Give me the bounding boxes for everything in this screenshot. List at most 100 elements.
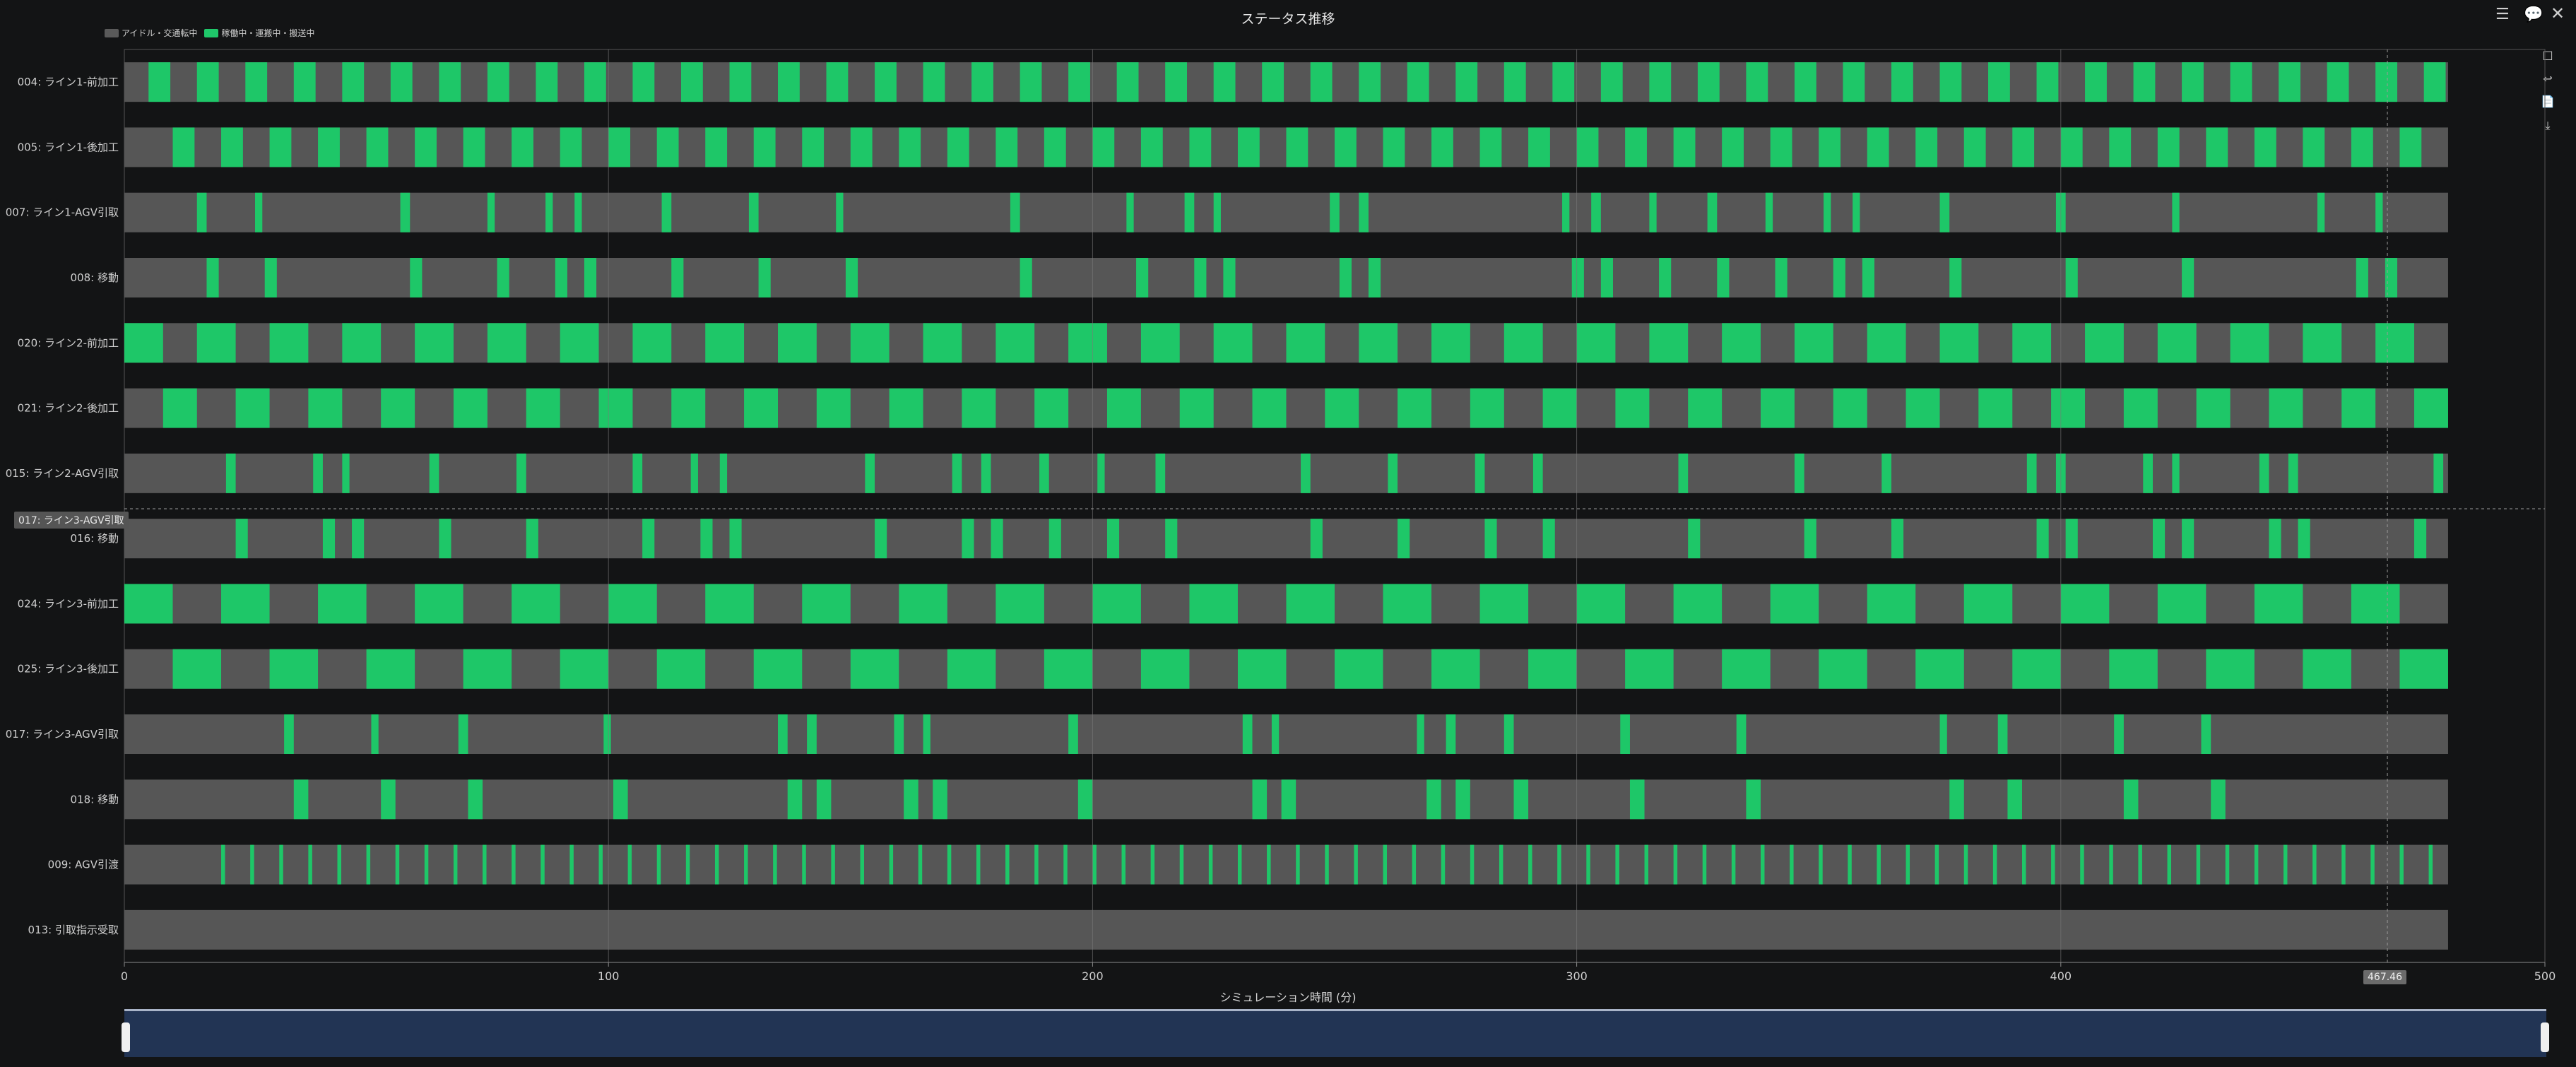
x-tick-label: 100 <box>598 969 620 983</box>
active-segment <box>2021 844 2026 885</box>
active-segment <box>1296 844 1300 885</box>
active-segment <box>1600 258 1613 297</box>
active-segment <box>342 453 350 493</box>
active-segment <box>1189 584 1238 624</box>
legend-label-active: 稼働中・運搬中・搬送中 <box>221 28 315 38</box>
active-segment <box>1906 388 1940 428</box>
active-segment <box>1388 453 1398 493</box>
slider-handle-right[interactable] <box>2541 1022 2549 1052</box>
active-segment <box>1760 844 1765 885</box>
idle-bar <box>124 844 2448 885</box>
active-segment <box>1092 127 1115 167</box>
active-segment <box>995 127 1018 167</box>
active-segment <box>429 453 439 493</box>
active-segment <box>308 844 312 885</box>
active-segment <box>196 192 207 232</box>
active-segment <box>923 62 945 102</box>
active-segment <box>802 584 851 624</box>
comment-icon[interactable]: 💬 <box>2524 6 2543 23</box>
row-label: 013: 引取指示受取 <box>28 924 119 936</box>
active-segment <box>2423 62 2446 102</box>
active-segment <box>2356 258 2368 297</box>
active-segment <box>2143 453 2153 493</box>
active-segment <box>163 388 197 428</box>
active-segment <box>1824 192 1831 232</box>
active-segment <box>1121 844 1125 885</box>
active-segment <box>1794 323 1833 363</box>
active-segment <box>608 127 631 167</box>
active-segment <box>2138 844 2142 885</box>
active-segment <box>264 258 277 297</box>
active-segment <box>889 388 923 428</box>
legend-item-idle[interactable]: アイドル・交通転中 <box>105 27 197 39</box>
active-segment <box>2370 844 2375 885</box>
active-segment <box>1562 192 1570 232</box>
active-segment <box>516 453 526 493</box>
active-segment <box>1625 127 1647 167</box>
active-segment <box>352 519 365 559</box>
active-segment <box>632 453 643 493</box>
active-segment <box>487 323 526 363</box>
time-range-slider[interactable] <box>124 1009 2546 1057</box>
legend-item-active[interactable]: 稼働中・運搬中・搬送中 <box>204 27 314 39</box>
active-segment <box>1092 584 1141 624</box>
active-segment <box>2433 453 2444 493</box>
active-segment <box>778 62 800 102</box>
list-icon[interactable]: ☰ <box>2495 6 2510 23</box>
active-segment <box>245 62 268 102</box>
download-icon[interactable]: ⤓ <box>2545 119 2551 132</box>
active-segment <box>269 127 292 167</box>
active-segment <box>322 519 336 559</box>
active-segment <box>748 192 759 232</box>
active-segment <box>1673 127 1696 167</box>
active-segment <box>2109 844 2113 885</box>
active-segment <box>1431 323 1470 363</box>
active-segment <box>1252 388 1287 428</box>
active-segment <box>342 62 365 102</box>
row-label: 017: ライン3-AGV引取 <box>6 728 119 741</box>
active-segment <box>613 779 628 820</box>
active-segment <box>744 844 748 885</box>
active-segment <box>2065 258 2078 297</box>
active-segment <box>381 388 415 428</box>
active-segment <box>787 779 803 820</box>
active-segment <box>1359 323 1398 363</box>
active-segment <box>1819 127 1841 167</box>
active-segment <box>1765 192 1773 232</box>
data-view-icon[interactable]: 📄 <box>2541 95 2555 108</box>
active-segment <box>2269 388 2303 428</box>
active-segment <box>2428 844 2433 885</box>
active-segment <box>2167 844 2172 885</box>
active-segment <box>584 258 597 297</box>
close-icon[interactable]: ✕ <box>2551 4 2565 23</box>
active-segment <box>904 779 918 820</box>
active-segment <box>680 62 703 102</box>
active-segment <box>860 844 864 885</box>
zoom-reset-icon[interactable]: ↩ <box>2543 72 2553 86</box>
active-segment <box>1184 192 1195 232</box>
active-segment <box>453 388 488 428</box>
active-segment <box>463 127 485 167</box>
active-segment <box>2269 519 2281 559</box>
active-segment <box>2060 584 2110 624</box>
active-segment <box>342 323 382 363</box>
active-segment <box>1034 388 1069 428</box>
active-segment <box>1939 62 1962 102</box>
active-segment <box>1707 192 1718 232</box>
row-label: 024: ライン3-前加工 <box>18 597 119 610</box>
active-segment <box>2182 258 2194 297</box>
active-segment <box>865 453 875 493</box>
slider-handle-left[interactable] <box>122 1022 130 1052</box>
active-segment <box>1310 62 1333 102</box>
idle-bar <box>124 453 2448 493</box>
x-tick-label: 300 <box>1566 969 1588 983</box>
active-segment <box>850 127 873 167</box>
active-segment <box>2085 323 2124 363</box>
active-segment <box>196 62 219 102</box>
active-segment <box>1068 323 1107 363</box>
active-segment <box>560 127 582 167</box>
active-segment <box>923 714 930 754</box>
active-segment <box>1068 714 1078 754</box>
active-segment <box>899 127 921 167</box>
